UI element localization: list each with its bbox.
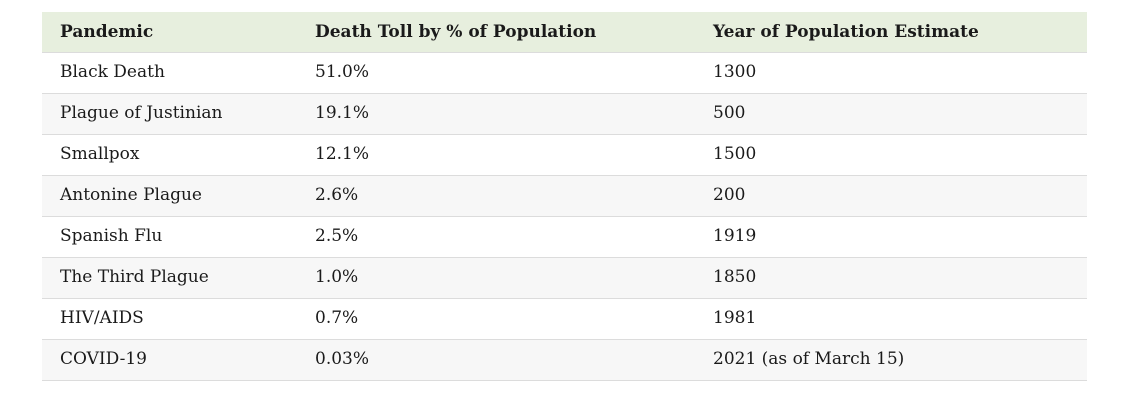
table-row: COVID-19 0.03% 2021 (as of March 15) [42, 339, 1087, 381]
cell-pandemic-name: HIV/AIDS [42, 298, 297, 340]
cell-pandemic-name: The Third Plague [42, 257, 297, 299]
table-row: The Third Plague 1.0% 1850 [42, 257, 1087, 299]
cell-year: 1850 [695, 257, 1087, 299]
cell-pandemic-name: Smallpox [42, 134, 297, 176]
cell-death-toll: 1.0% [297, 257, 695, 299]
table-row: Plague of Justinian 19.1% 500 [42, 93, 1087, 135]
cell-death-toll: 51.0% [297, 52, 695, 94]
table-row: HIV/AIDS 0.7% 1981 [42, 298, 1087, 340]
table-row: Smallpox 12.1% 1500 [42, 134, 1087, 176]
pandemic-table: Pandemic Death Toll by % of Population Y… [42, 12, 1087, 381]
cell-death-toll: 0.03% [297, 339, 695, 381]
cell-pandemic-name: Antonine Plague [42, 175, 297, 217]
cell-pandemic-name: COVID-19 [42, 339, 297, 381]
cell-pandemic-name: Spanish Flu [42, 216, 297, 258]
cell-year: 200 [695, 175, 1087, 217]
table-row: Antonine Plague 2.6% 200 [42, 175, 1087, 217]
cell-year: 1300 [695, 52, 1087, 94]
cell-year: 1981 [695, 298, 1087, 340]
table-row: Spanish Flu 2.5% 1919 [42, 216, 1087, 258]
table-row: Black Death 51.0% 1300 [42, 52, 1087, 94]
cell-death-toll: 12.1% [297, 134, 695, 176]
cell-year: 500 [695, 93, 1087, 135]
column-header-pandemic: Pandemic [42, 12, 297, 53]
cell-death-toll: 2.5% [297, 216, 695, 258]
cell-pandemic-name: Black Death [42, 52, 297, 94]
cell-pandemic-name: Plague of Justinian [42, 93, 297, 135]
cell-death-toll: 19.1% [297, 93, 695, 135]
table-header-row: Pandemic Death Toll by % of Population Y… [42, 12, 1087, 53]
column-header-year-estimate: Year of Population Estimate [695, 12, 1087, 53]
cell-death-toll: 2.6% [297, 175, 695, 217]
cell-year: 1500 [695, 134, 1087, 176]
cell-year: 2021 (as of March 15) [695, 339, 1087, 381]
cell-death-toll: 0.7% [297, 298, 695, 340]
column-header-death-toll: Death Toll by % of Population [297, 12, 695, 53]
cell-year: 1919 [695, 216, 1087, 258]
